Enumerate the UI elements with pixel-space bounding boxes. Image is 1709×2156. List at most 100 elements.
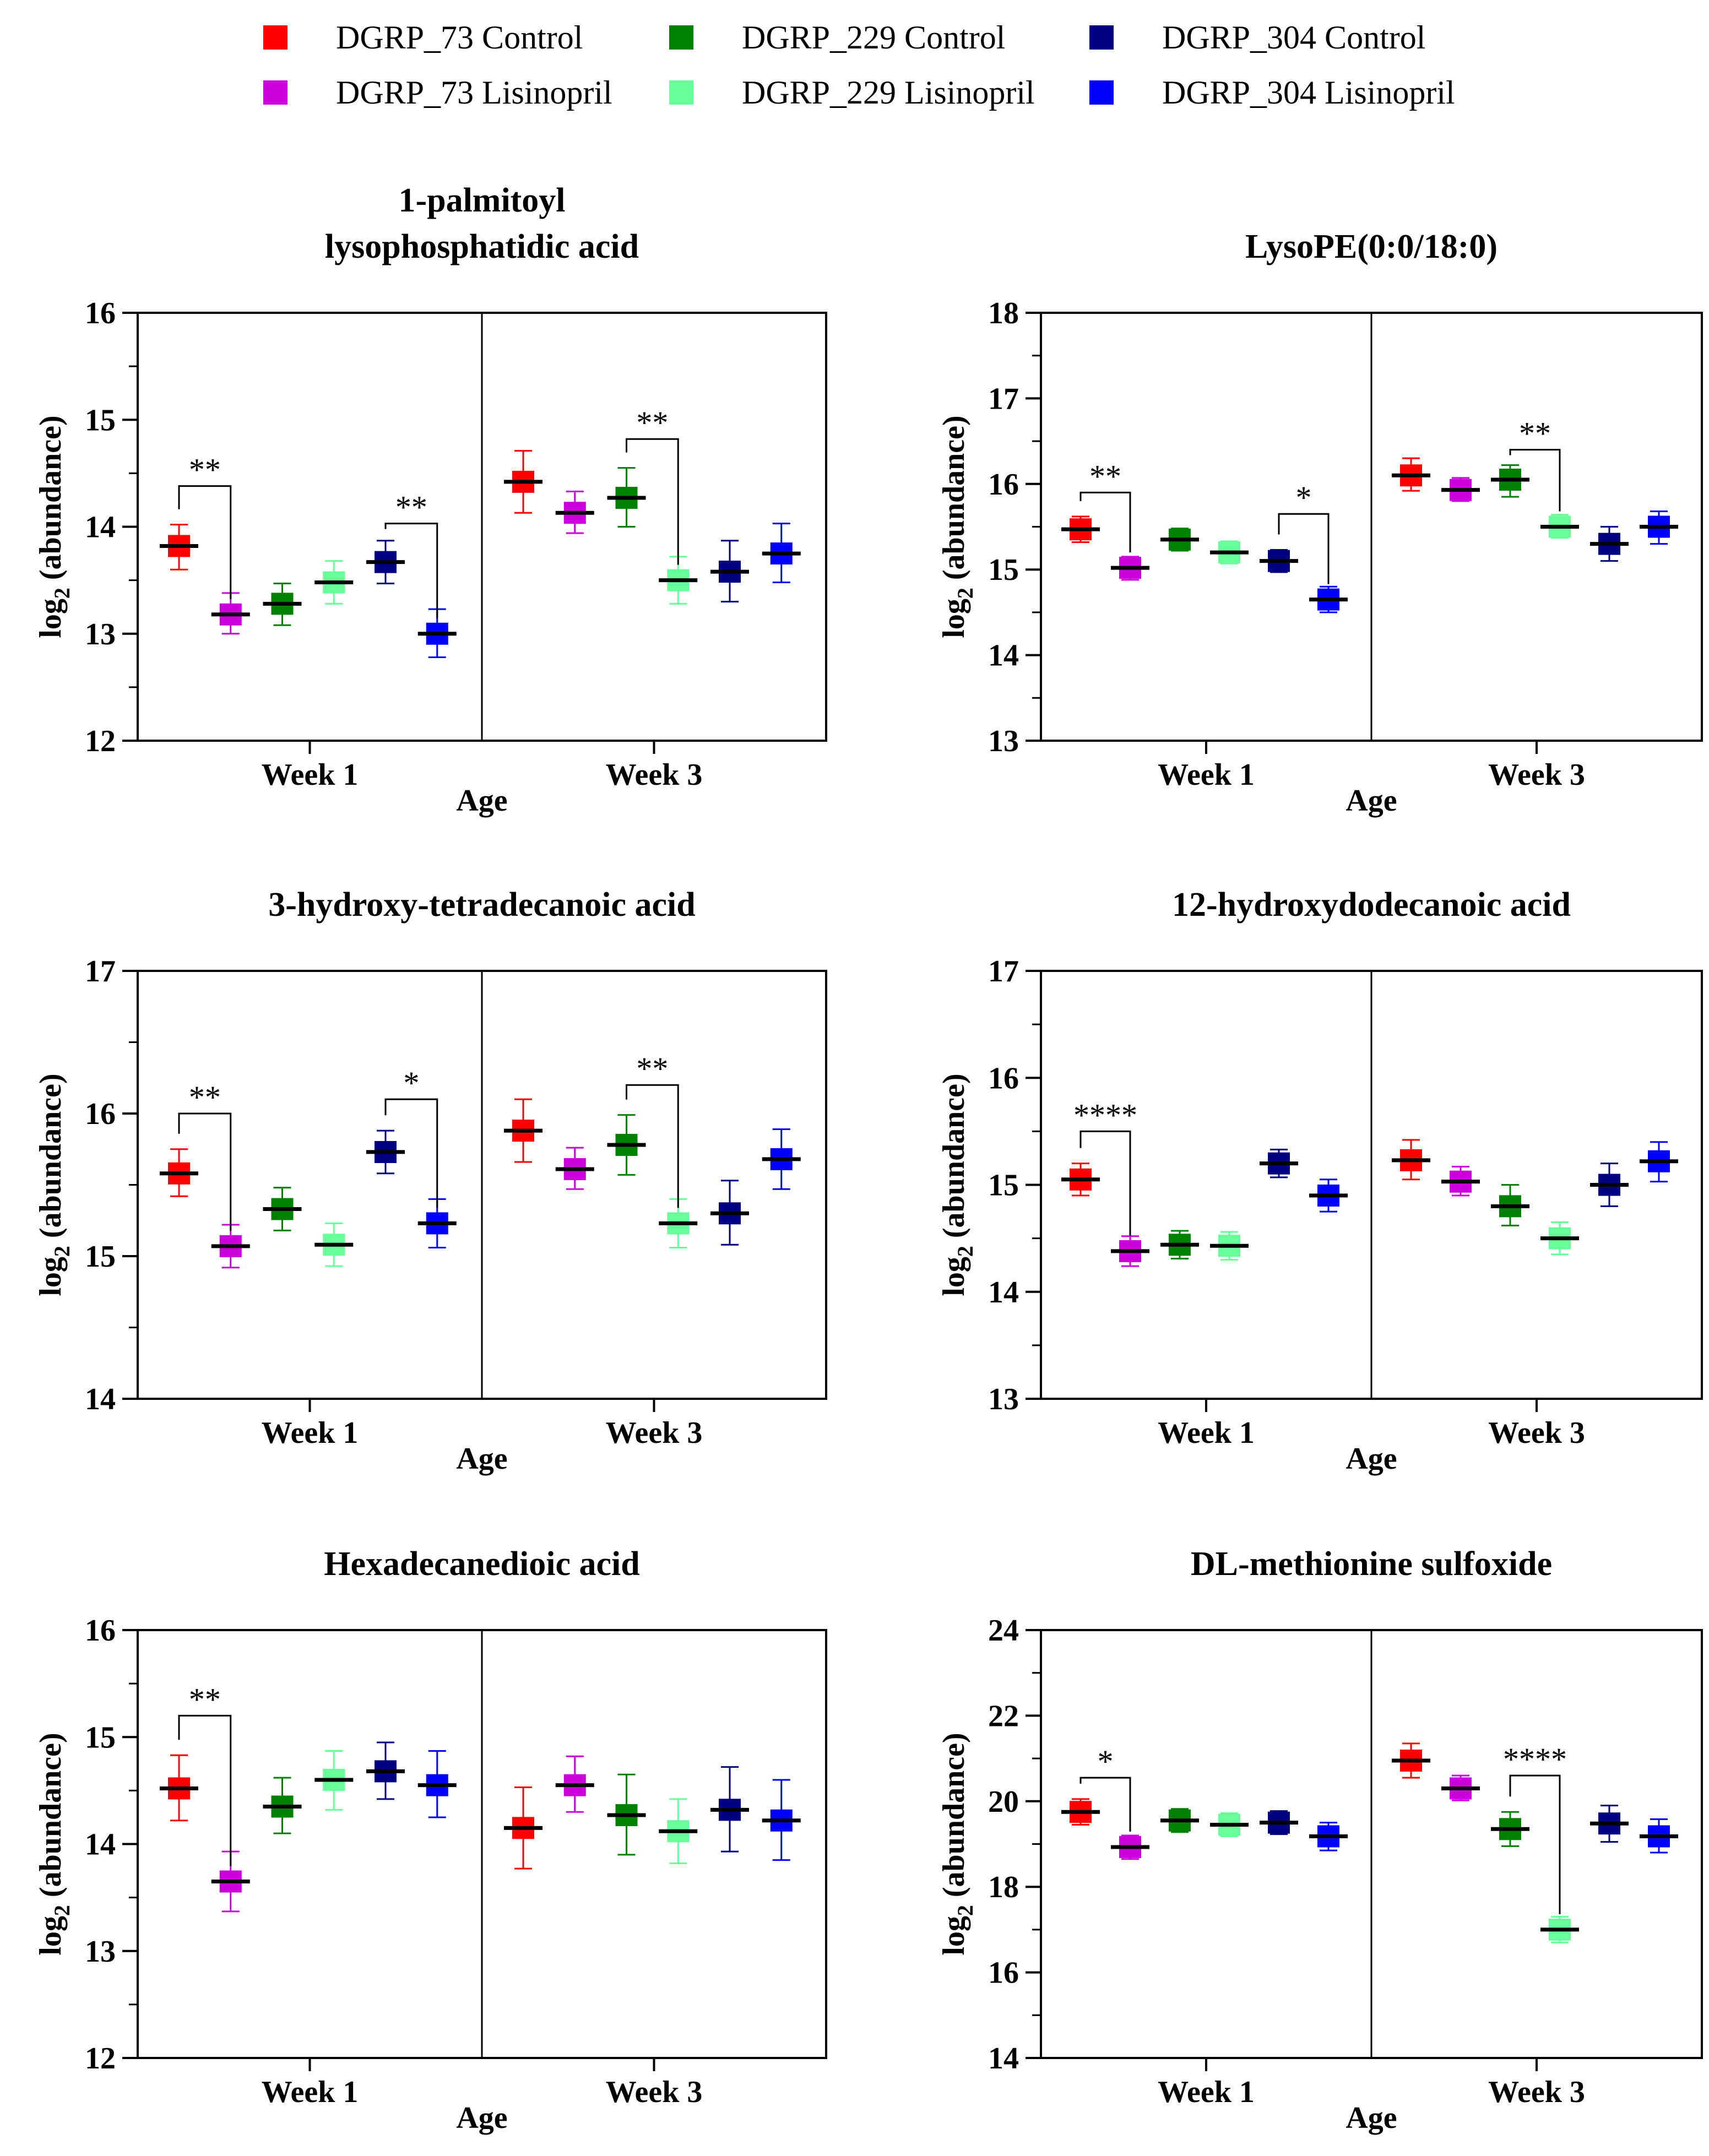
data-point — [1210, 1812, 1249, 1838]
x-tick-label: Week 1 — [262, 2075, 359, 2109]
legend-swatch — [263, 80, 287, 105]
y-tick-label: 16 — [85, 1097, 116, 1131]
x-axis-label: Age — [456, 784, 507, 818]
y-tick-label: 14 — [988, 639, 1019, 673]
significance-label: * — [1098, 1744, 1114, 1779]
data-point — [1640, 1818, 1678, 1854]
data-point — [607, 1114, 646, 1176]
data-point — [366, 540, 405, 584]
data-point — [263, 1187, 302, 1231]
x-tick-label: Week 1 — [1158, 758, 1255, 792]
significance-label: ** — [636, 405, 668, 441]
data-point — [1540, 1221, 1579, 1256]
y-axis-label-subscript: 2 — [50, 1246, 74, 1257]
legend: DGRP_73 Control DGRP_73 Lisinopril DGRP_22… — [263, 19, 1455, 111]
y-tick-label: 14 — [85, 511, 116, 545]
bracket-line — [1509, 1774, 1561, 1914]
data-point — [314, 560, 354, 605]
data-point — [1061, 515, 1100, 543]
chart-panel: 1-palmitoyl lysophosphatidic acid 12 13 14 15… — [34, 182, 827, 818]
bracket-line — [626, 438, 679, 565]
significance-bracket: **** — [1503, 1741, 1567, 1914]
y-axis-label-main: log — [937, 1257, 971, 1296]
y-axis-label-rest: (abundance) — [34, 1733, 68, 1905]
data-point — [1491, 1184, 1529, 1226]
significance-label: * — [1296, 480, 1312, 515]
y-axis-label: log2 (abundance) — [34, 1073, 74, 1296]
chart-panel: LysoPE(0:0/18:0) 13 14 15 16 17 18 Week 1 Week 3… — [937, 228, 1703, 818]
data-point — [1441, 1165, 1480, 1197]
data-point — [659, 1198, 698, 1248]
significance-bracket: * — [384, 1065, 438, 1208]
significance-bracket: ** — [384, 490, 438, 618]
legend-label: DGRP_73 Lisinopril — [336, 74, 612, 111]
significance-bracket: * — [1278, 480, 1330, 584]
data-point — [1210, 540, 1249, 564]
y-axis-label-subscript: 2 — [953, 1905, 978, 1916]
data-point — [1441, 1774, 1480, 1801]
significance-label: ** — [1089, 458, 1121, 494]
x-tick-label: Week 3 — [606, 2075, 703, 2109]
data-point — [1540, 514, 1579, 539]
chart-panel: 3-hydroxy-tetradecanoic acid 14 15 16 17 Week… — [34, 886, 827, 1476]
y-tick-label: 15 — [85, 1720, 116, 1755]
data-point — [607, 467, 646, 528]
data-point — [710, 1766, 749, 1853]
data-point — [211, 592, 250, 635]
legend-swatch — [1089, 25, 1114, 50]
y-axis-label-subscript: 2 — [50, 1905, 74, 1916]
x-tick-label: Week 3 — [606, 758, 703, 792]
y-axis-label-subscript: 2 — [953, 588, 978, 599]
y-tick-label: 13 — [85, 617, 116, 651]
y-tick-label: 14 — [85, 1828, 116, 1862]
data-point — [1392, 457, 1430, 492]
data-point — [1260, 548, 1298, 573]
chart-title: lysophosphatidic acid — [325, 228, 639, 265]
significance-label: **** — [1073, 1097, 1137, 1133]
bracket-line — [1079, 1777, 1131, 1832]
data-point — [1309, 1822, 1348, 1851]
data-point — [762, 1779, 801, 1861]
chart-title: LysoPE(0:0/18:0) — [1245, 228, 1498, 265]
significance-label: ** — [189, 1681, 221, 1717]
data-point — [314, 1750, 354, 1811]
data-point — [710, 1180, 749, 1246]
data-point — [1491, 464, 1529, 498]
y-tick-label: 12 — [85, 2041, 116, 2076]
data-point — [1540, 1916, 1579, 1943]
y-axis-label: log2 (abundance) — [937, 1073, 978, 1296]
significance-bracket: ** — [1509, 416, 1561, 512]
x-tick-label: Week 3 — [606, 1416, 703, 1450]
data-point — [211, 1850, 250, 1913]
data-point — [710, 540, 749, 602]
x-axis-label: Age — [456, 2101, 507, 2135]
y-axis-label-subscript: 2 — [953, 1246, 978, 1257]
bracket-line — [384, 523, 438, 618]
data-point — [1491, 1811, 1529, 1847]
significance-bracket: ** — [178, 1079, 232, 1231]
x-axis-label: Age — [1346, 1442, 1397, 1476]
chart-title: 12-hydroxydodecanoic acid — [1172, 886, 1571, 924]
x-axis-label: Age — [456, 1442, 507, 1476]
data-point — [1590, 526, 1629, 562]
data-point — [366, 1741, 405, 1800]
data-point — [762, 523, 801, 584]
data-point — [366, 1129, 405, 1175]
y-tick-label: 16 — [85, 1614, 116, 1648]
y-axis-label-main: log — [937, 1916, 971, 1956]
legend-label: DGRP_229 Lisinopril — [742, 74, 1035, 111]
significance-label: ** — [636, 1051, 668, 1087]
significance-bracket: ** — [178, 452, 232, 599]
data-point — [160, 524, 198, 571]
data-point — [659, 556, 698, 605]
bracket-line — [178, 1714, 232, 1866]
x-tick-label: Week 3 — [1488, 758, 1585, 792]
data-point — [1160, 1808, 1199, 1833]
y-tick-label: 15 — [85, 1240, 116, 1274]
y-tick-label: 16 — [85, 296, 116, 330]
y-axis-label-subscript: 2 — [50, 588, 74, 599]
data-point — [1111, 1235, 1149, 1267]
data-point — [1061, 1798, 1100, 1826]
data-point — [504, 1786, 542, 1870]
y-tick-label: 18 — [988, 1870, 1019, 1904]
